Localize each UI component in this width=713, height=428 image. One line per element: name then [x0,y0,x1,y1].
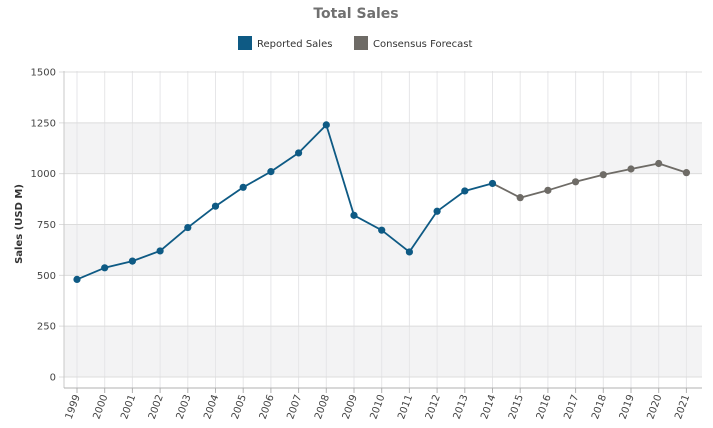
axes [63,71,702,393]
data-point [322,121,330,129]
x-tick-label: 2010 [368,393,387,421]
data-point [128,257,136,265]
data-point [295,149,303,157]
x-tick-label: 2021 [673,393,692,421]
data-point [350,211,358,219]
x-tick-label: 2012 [424,393,443,421]
y-tick-label: 1000 [31,169,56,180]
data-point [73,275,81,283]
data-point [655,159,663,168]
x-tick-label: 2017 [562,393,581,421]
y-tick-label: 1250 [31,118,56,129]
plot-band [64,122,702,174]
plot-band [64,326,702,377]
legend-swatch [354,36,368,50]
x-tick-label: 2011 [396,393,415,421]
x-tick-label: 1999 [64,393,83,421]
data-point [156,247,164,255]
data-point [184,223,192,232]
data-point [627,165,635,173]
x-tick-label: 2005 [230,393,249,421]
horizontal-gridlines [59,71,702,378]
x-tick-label: 2009 [341,393,360,421]
y-tick-label: 750 [37,220,56,231]
x-tick-label: 2000 [91,393,110,421]
data-point [572,178,580,186]
x-tick-label: 2004 [202,393,221,421]
x-axis-tick-labels: 1999 2000 2001 2002 2003 2004 2005 2006 2007 2008… [64,393,692,421]
legend-swatch [238,36,252,50]
data-point [488,179,497,188]
x-tick-label: 2019 [618,393,637,421]
x-tick-label: 2016 [535,393,554,421]
data-point [433,207,441,215]
y-tick-label: 250 [37,322,56,333]
y-axis-tick-labels: 0 250 500 750 1000 1250 1500 [31,68,56,384]
series-points [73,121,691,283]
x-tick-label: 2006 [258,393,277,421]
data-point [211,202,220,210]
y-axis-title: Sales (USD M) [14,184,25,264]
series-line [76,124,493,281]
data-point [239,183,247,191]
data-point [378,226,386,234]
data-point [544,186,552,194]
x-tick-label: 2007 [285,393,304,421]
x-tick-label: 2020 [645,393,664,421]
y-tick-label: 1500 [31,68,56,79]
x-tick-label: 2008 [313,393,332,421]
x-tick-label: 2015 [507,393,526,421]
y-tick-label: 500 [37,271,56,282]
x-tick-label: 2014 [479,393,498,421]
y-tick-label: 0 [50,373,56,384]
legend-label: Consensus Forecast [373,39,472,50]
data-point [405,248,413,256]
x-tick-label: 2002 [147,393,166,421]
data-point [682,169,691,177]
series-lines [76,124,687,281]
data-point [461,187,469,195]
x-tick-label: 2018 [590,393,609,421]
x-tick-label: 2003 [175,393,194,421]
data-point [599,171,607,179]
data-point [516,194,524,202]
data-point [267,168,275,176]
x-tick-label: 2013 [452,393,471,421]
series-line [492,162,687,199]
data-point [101,264,109,272]
legend-label: Reported Sales [257,39,332,50]
legend: Reported Sales Consensus Forecast [238,36,472,50]
chart-title: Total Sales [313,6,398,22]
x-tick-label: 2001 [119,393,138,421]
